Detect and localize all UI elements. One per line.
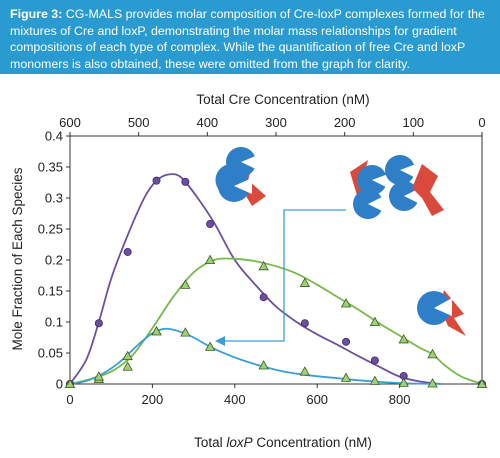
x-axis-label-italic: loxP: [226, 435, 252, 450]
series-1-point: [258, 260, 269, 271]
series-0-point: [342, 337, 351, 346]
caption-label: Figure 3:: [10, 7, 63, 21]
series-markers: [64, 176, 488, 388]
caption-text: CG-MALS provides molar composition of Cr…: [10, 7, 485, 71]
x-axis-label-suffix: Concentration (nM): [253, 435, 372, 450]
cre-loxp-tetramer-icon: [350, 155, 444, 219]
top-tick-label: 400: [196, 115, 218, 130]
y-tick-label: 0.4: [45, 129, 63, 144]
top-tick-label: 300: [265, 115, 287, 130]
top-tick-label: 500: [128, 115, 150, 130]
pointer-arrow-head: [215, 336, 225, 346]
series-lines: [69, 173, 483, 385]
series-0-point: [123, 247, 132, 256]
series-0-point: [300, 319, 309, 328]
series-2-point: [93, 371, 105, 381]
series-1-point: [398, 334, 409, 344]
series-0-point: [259, 293, 268, 302]
series-2-point: [258, 360, 269, 370]
top-axis-label: Total Cre Concentration (nM): [196, 92, 369, 107]
x-tick-label: 800: [389, 392, 411, 407]
x-axis-label-prefix: Total: [194, 435, 226, 450]
series-0-point: [152, 176, 161, 185]
y-axis-label: Mole Fraction of Each Species: [10, 167, 25, 350]
top-tick-label: 0: [478, 115, 485, 130]
series-2-point: [122, 350, 133, 361]
pointer-arrow-line: [224, 209, 346, 342]
series-line-0: [69, 173, 441, 385]
x-tick-label: 200: [142, 392, 164, 407]
x-tick-label: 600: [306, 392, 328, 407]
chart-area: 0 0.05 0.1 0.15 0.2 0.25 0.3 0.35 0.4 0 200 400 600 8…: [0, 74, 500, 453]
chart-svg: 0 0.05 0.1 0.15 0.2 0.25 0.3 0.35 0.4 0 200 400 600 8…: [10, 92, 488, 450]
series-1-point: [369, 316, 381, 326]
series-1-point: [427, 348, 438, 359]
series-line-1: [69, 257, 483, 385]
series-1-point: [204, 254, 216, 264]
series-0-point: [206, 220, 215, 229]
series-2-point: [204, 341, 216, 351]
series-2-point: [476, 378, 488, 388]
annotation-group: [215, 209, 346, 346]
axes-group: [66, 132, 483, 388]
series-0-point: [94, 319, 103, 328]
series-0-point: [370, 356, 379, 365]
x-tick-label: 0: [66, 392, 73, 407]
y-tick-label: 0.1: [45, 315, 63, 330]
y-tick-label: 0: [56, 377, 63, 392]
series-line-2: [69, 327, 441, 385]
tick-labels: 0 0.05 0.1 0.15 0.2 0.25 0.3 0.35 0.4 0 200 400 600 8…: [38, 115, 486, 407]
series-1-point: [340, 298, 352, 308]
series-2-point: [340, 372, 352, 382]
series-2-point: [299, 366, 311, 376]
top-tick-label: 100: [402, 115, 424, 130]
y-tick-label: 0.3: [45, 191, 63, 206]
x-tick-label: 400: [224, 392, 246, 407]
series-2-point: [398, 377, 409, 387]
top-tick-label: 200: [334, 115, 356, 130]
cre-loxp-monomer-icon: [417, 290, 466, 336]
x-axis-label: Total loxP Concentration (nM): [194, 435, 372, 450]
y-tick-label: 0.25: [38, 222, 63, 237]
y-tick-label: 0.2: [45, 253, 63, 268]
figure-caption: Figure 3: CG-MALS provides molar composi…: [0, 0, 500, 74]
series-1-point: [180, 279, 191, 289]
series-2-point: [369, 375, 381, 385]
top-tick-label: 600: [59, 115, 81, 130]
series-2-point: [64, 378, 76, 388]
series-2-point: [180, 327, 191, 337]
series-0-point: [181, 177, 190, 186]
series-1-point: [122, 361, 133, 371]
series-2-point: [151, 325, 162, 336]
y-tick-label: 0.05: [38, 346, 63, 361]
y-tick-label: 0.15: [38, 284, 63, 299]
y-tick-label: 0.35: [38, 160, 63, 175]
series-1-point: [299, 277, 311, 287]
cre-loxp-dimer-icon: [215, 147, 266, 206]
series-2-point: [427, 378, 438, 388]
